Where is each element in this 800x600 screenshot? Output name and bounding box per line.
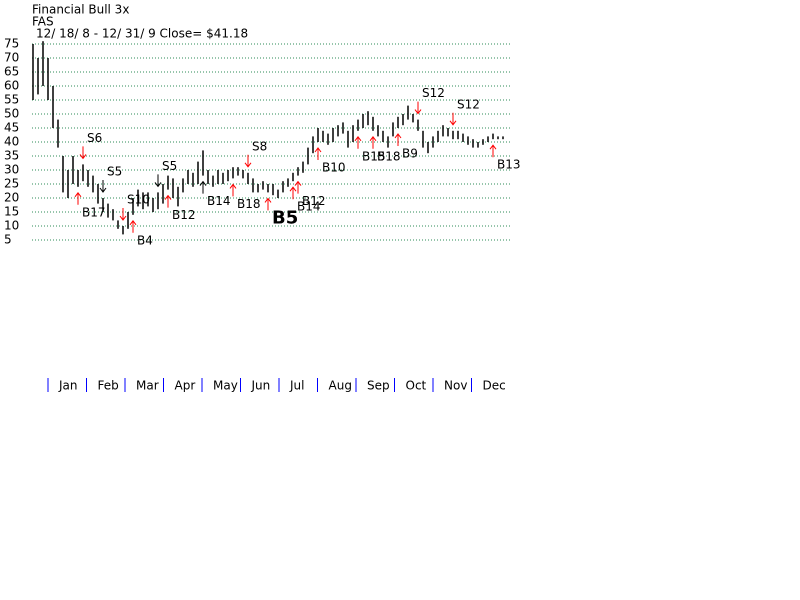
signal-label: S5	[107, 165, 122, 179]
y-tick-label: 35	[4, 149, 19, 163]
signal-label: S12	[457, 97, 480, 111]
month-label: Nov	[444, 379, 467, 393]
month-label: Apr	[175, 379, 196, 393]
y-tick-label: 65	[4, 65, 19, 79]
signal-label: B15	[362, 149, 386, 163]
y-tick-label: 55	[4, 93, 19, 107]
month-label: Sep	[367, 379, 390, 393]
signal-label: S5	[162, 159, 177, 173]
y-tick-label: 5	[4, 233, 12, 247]
month-label: Jan	[58, 379, 78, 393]
signal-label: B5	[272, 207, 298, 228]
y-tick-label: 30	[4, 163, 19, 177]
sell-arrow	[244, 154, 252, 168]
sell-arrow	[79, 146, 87, 160]
buy-arrow	[164, 194, 172, 208]
month-label: Oct	[406, 379, 427, 393]
buy-arrow	[289, 186, 297, 200]
y-tick-label: 15	[4, 205, 19, 219]
signal-label: B14	[297, 200, 321, 214]
sell-arrow	[414, 101, 422, 115]
month-label: Dec	[483, 379, 506, 393]
month-label: Aug	[329, 379, 352, 393]
period: 12/ 18/ 8 - 12/ 31/ 9 Close= $41.18	[36, 27, 248, 41]
signal-label: B4	[137, 233, 153, 247]
y-tick-label: 60	[4, 79, 19, 93]
y-tick-label: 10	[4, 219, 19, 233]
signal-label: B14	[207, 194, 231, 208]
chart-title: Financial Bull 3x	[32, 3, 129, 17]
y-tick-label: 50	[4, 107, 19, 121]
signal-label: B10	[322, 161, 346, 175]
signal-label: B18	[377, 149, 401, 163]
buy-arrow	[294, 180, 302, 194]
sell-arrow	[449, 112, 457, 126]
signal-label: S8	[252, 139, 267, 153]
month-label: Mar	[136, 379, 159, 393]
signal-label: S12	[422, 86, 445, 100]
buy-arrow	[199, 180, 207, 194]
y-tick-label: 45	[4, 121, 19, 135]
buy-arrow	[229, 183, 237, 197]
signal-label: B9	[402, 147, 418, 161]
sell-arrow	[99, 180, 107, 193]
buy-arrow	[314, 147, 322, 160]
ticker: FAS	[32, 15, 54, 29]
month-label: Jul	[289, 379, 304, 393]
buy-arrow	[489, 144, 497, 158]
y-tick-label: 20	[4, 191, 19, 205]
signal-label: S6	[87, 131, 102, 145]
y-tick-label: 75	[4, 37, 19, 51]
signal-label: S10	[127, 193, 150, 207]
y-tick-label: 25	[4, 177, 19, 191]
signal-label: B12	[172, 208, 196, 222]
signal-label: B12	[302, 194, 326, 208]
y-tick-label: 40	[4, 135, 19, 149]
buy-arrow	[129, 219, 137, 233]
sell-arrow	[119, 208, 127, 221]
month-label: Jun	[251, 379, 271, 393]
buy-arrow	[354, 135, 362, 149]
buy-arrow	[264, 197, 272, 211]
month-label: May	[213, 379, 238, 393]
signal-label: B13	[497, 158, 521, 172]
month-label: Feb	[98, 379, 119, 393]
signal-label: B18	[237, 197, 261, 211]
signal-label: B17	[82, 205, 106, 219]
sell-arrow	[154, 174, 162, 188]
buy-arrow	[369, 135, 377, 149]
buy-arrow	[74, 191, 82, 205]
buy-arrow	[394, 133, 402, 146]
y-tick-label: 70	[4, 51, 19, 65]
